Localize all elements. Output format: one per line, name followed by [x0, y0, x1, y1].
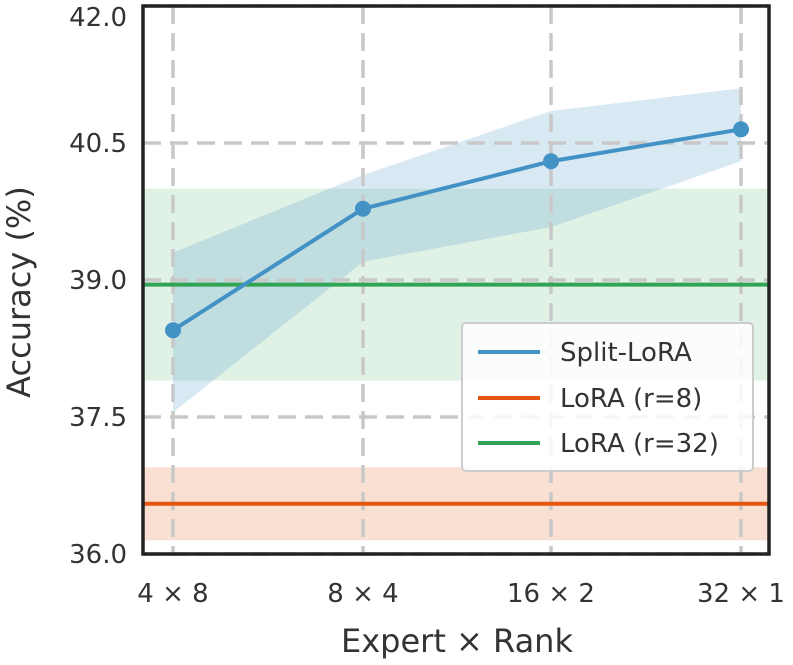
y-tick-label-3: 40.5	[69, 129, 127, 159]
y-axis-title: Accuracy (%)	[0, 186, 38, 398]
point-split-lora-3	[733, 121, 749, 138]
x-tick-labels: 4 × 8 8 × 4 16 × 2 32 × 1	[137, 579, 785, 609]
x-tick-label-0: 4 × 8	[137, 579, 208, 609]
legend-label-lora-r32: LoRA (r=32)	[560, 429, 719, 459]
confidence-bands	[143, 88, 769, 541]
y-tick-label-2: 39.0	[69, 266, 127, 296]
y-tick-label-4: 42.0	[69, 3, 127, 33]
x-tick-label-2: 16 × 2	[507, 579, 595, 609]
legend-box	[461, 322, 754, 472]
x-tick-label-1: 8 × 4	[327, 579, 398, 609]
x-tick-label-3: 32 × 1	[697, 579, 785, 609]
line-split-lora	[171, 127, 742, 332]
y-tick-labels: 36.0 37.5 39.0 40.5 42.0	[69, 3, 127, 570]
x-axis-title: Expert × Rank	[341, 622, 573, 660]
legend-label-lora-r8: LoRA (r=8)	[560, 384, 702, 414]
y-tick-label-1: 37.5	[69, 403, 127, 433]
plot-frame	[141, 4, 771, 556]
point-split-lora-0	[165, 322, 181, 339]
legend: Split-LoRA LoRA (r=8) LoRA (r=32)	[461, 322, 754, 472]
series-lines	[143, 121, 769, 506]
point-split-lora-1	[355, 200, 371, 217]
band-split-lora	[173, 88, 741, 413]
point-split-lora-2	[543, 153, 559, 170]
legend-label-split-lora: Split-LoRA	[560, 338, 692, 368]
y-tick-label-0: 36.0	[69, 540, 127, 570]
